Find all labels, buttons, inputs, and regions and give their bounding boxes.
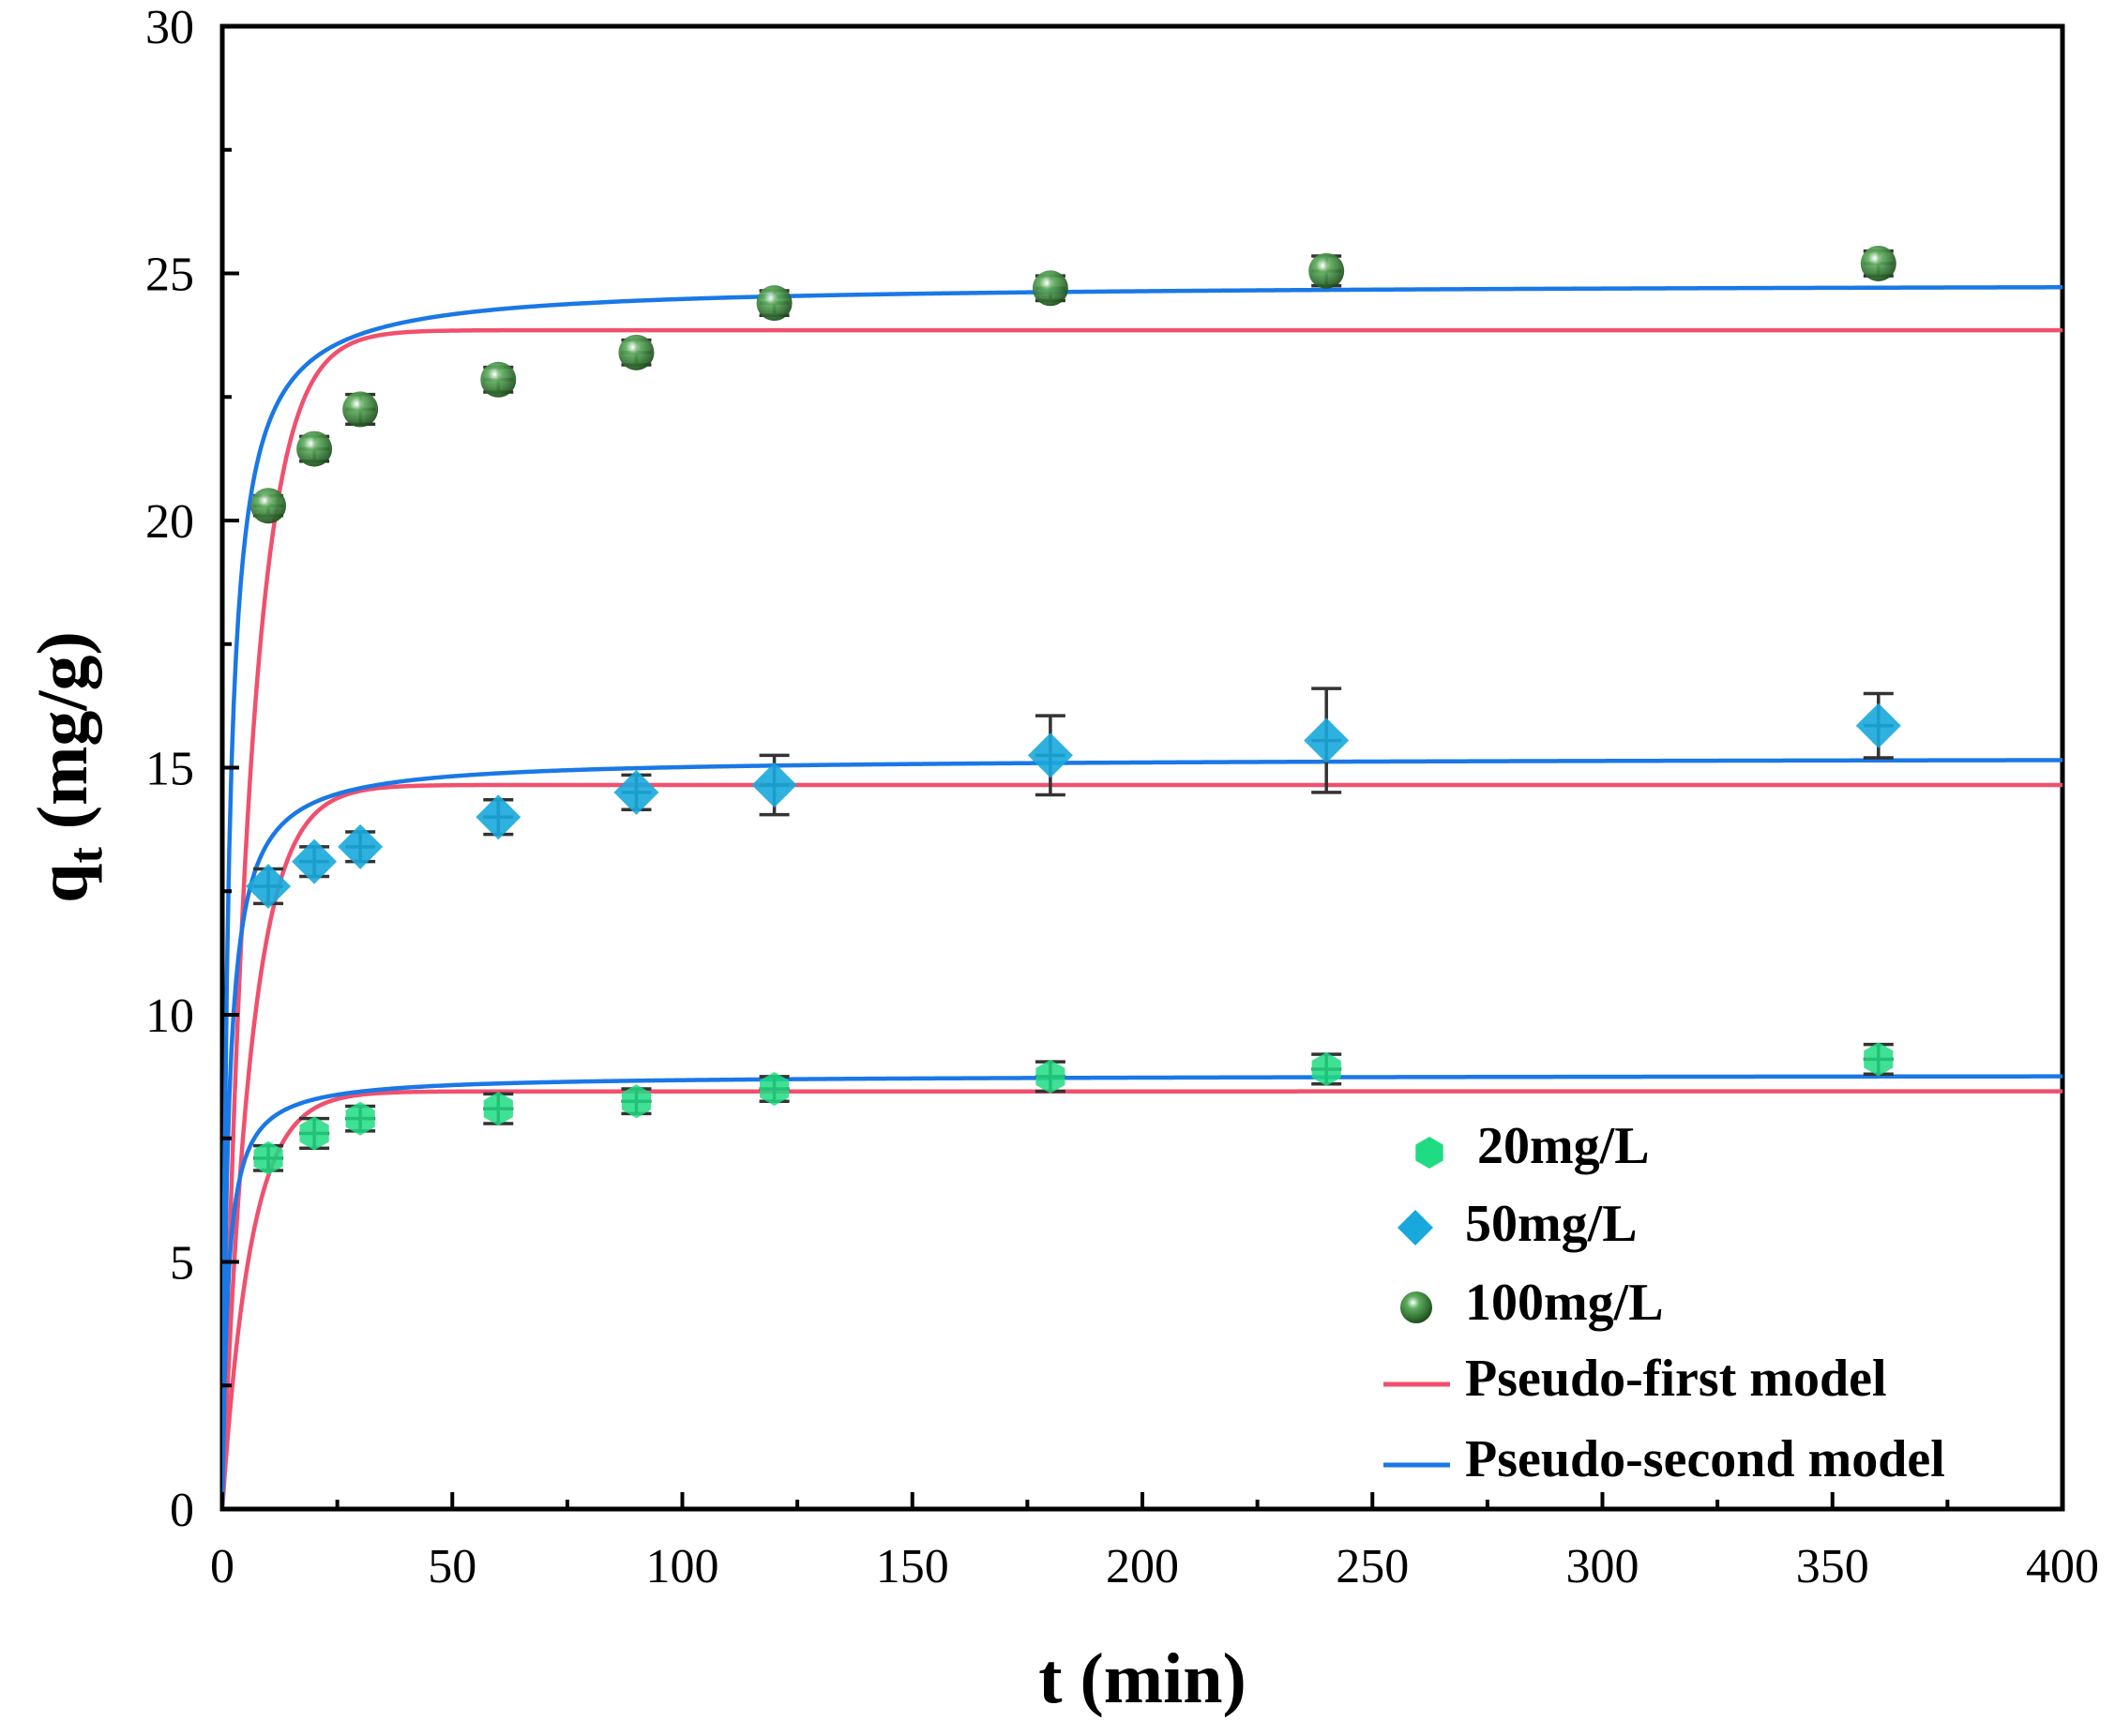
legend-item-pseudo-first: Pseudo-first model [1383,1350,1887,1408]
x-tick-label: 400 [2026,1540,2099,1593]
legend-sphere-icon [1400,1291,1432,1323]
x-tick-label: 200 [1106,1540,1179,1593]
point-50mgl [613,769,659,815]
legend-label-100mgl: 100mg/L [1465,1274,1664,1332]
pseudo-second-curve-1 [222,758,2062,1509]
pseudo-first-curve-1 [222,782,2062,1509]
point-20mgl [345,1101,375,1136]
point-50mgl [476,794,521,840]
legend-item-100mgl: 100mg/L [1400,1274,1664,1332]
point-20mgl [1035,1059,1065,1094]
y-axis-title: qt (mg/g) [23,631,113,903]
legend-label-50mgl: 50mg/L [1465,1195,1638,1253]
legend-label-pseudo-second: Pseudo-second model [1465,1430,1945,1488]
y-tick-label: 0 [170,1484,194,1537]
legend-diamond-icon [1397,1210,1433,1245]
y-axis-title-main: q [23,864,102,903]
legend-label-20mgl: 20mg/L [1477,1117,1650,1175]
point-20mgl [621,1084,651,1119]
point-100mgl [296,430,333,467]
model-curves [222,285,2062,1509]
x-tick-label: 250 [1336,1540,1409,1593]
x-axis-title: t (min) [1038,1639,1246,1718]
legend-hexagon-icon [1415,1137,1443,1169]
legend: 20mg/L 50mg/L 100mg/L Pseudo-first model… [1383,1117,1945,1488]
point-100mgl [342,391,379,428]
point-50mgl [338,823,384,869]
point-50mgl [1027,732,1073,778]
legend-item-50mgl: 50mg/L [1397,1195,1638,1253]
y-tick-label: 10 [145,989,194,1043]
pseudo-first-curve-2 [222,327,2062,1509]
point-100mgl [756,285,793,322]
data-markers [246,245,1901,1175]
point-20mgl [760,1072,790,1106]
point-50mgl [292,838,338,884]
point-100mgl [480,361,517,398]
point-100mgl [1032,270,1068,307]
y-tick-label: 25 [145,249,194,302]
point-50mgl [1855,702,1901,748]
y-tick-label: 20 [145,495,194,549]
pseudo-second-curve-2 [222,285,2062,1509]
point-50mgl [1304,717,1350,763]
axes: 0 50 100 150 200 250 300 350 400 0 5 10 15 20 25 30 [145,1,2099,1593]
point-100mgl [250,488,287,524]
legend-label-pseudo-first: Pseudo-first model [1465,1350,1887,1408]
point-20mgl [299,1116,329,1151]
point-20mgl [483,1092,513,1126]
y-tick-label: 30 [145,1,194,54]
point-100mgl [1308,252,1345,289]
x-tick-label: 150 [876,1540,949,1593]
y-tick-label: 15 [145,743,194,796]
pseudo-first-curve-0 [222,1089,2062,1509]
y-axis-title-unit: (mg/g) [23,631,102,847]
point-100mgl [1860,245,1896,281]
x-tick-label: 300 [1566,1540,1639,1593]
x-tick-label: 350 [1796,1540,1869,1593]
pseudo-second-curve-0 [222,1074,2062,1509]
point-20mgl [1864,1042,1894,1077]
x-tick-label: 0 [210,1540,234,1593]
x-tick-label: 50 [428,1540,476,1593]
point-50mgl [751,762,797,808]
y-tick-label: 5 [170,1237,194,1291]
point-50mgl [246,863,292,909]
point-20mgl [1311,1052,1341,1086]
x-tick-label: 100 [646,1540,719,1593]
legend-item-pseudo-second: Pseudo-second model [1383,1430,1945,1488]
point-100mgl [618,334,655,370]
point-20mgl [253,1140,283,1175]
plot-frame [219,23,2065,1512]
y-axis-title-sub: t [59,847,113,864]
legend-item-20mgl: 20mg/L [1415,1117,1650,1175]
